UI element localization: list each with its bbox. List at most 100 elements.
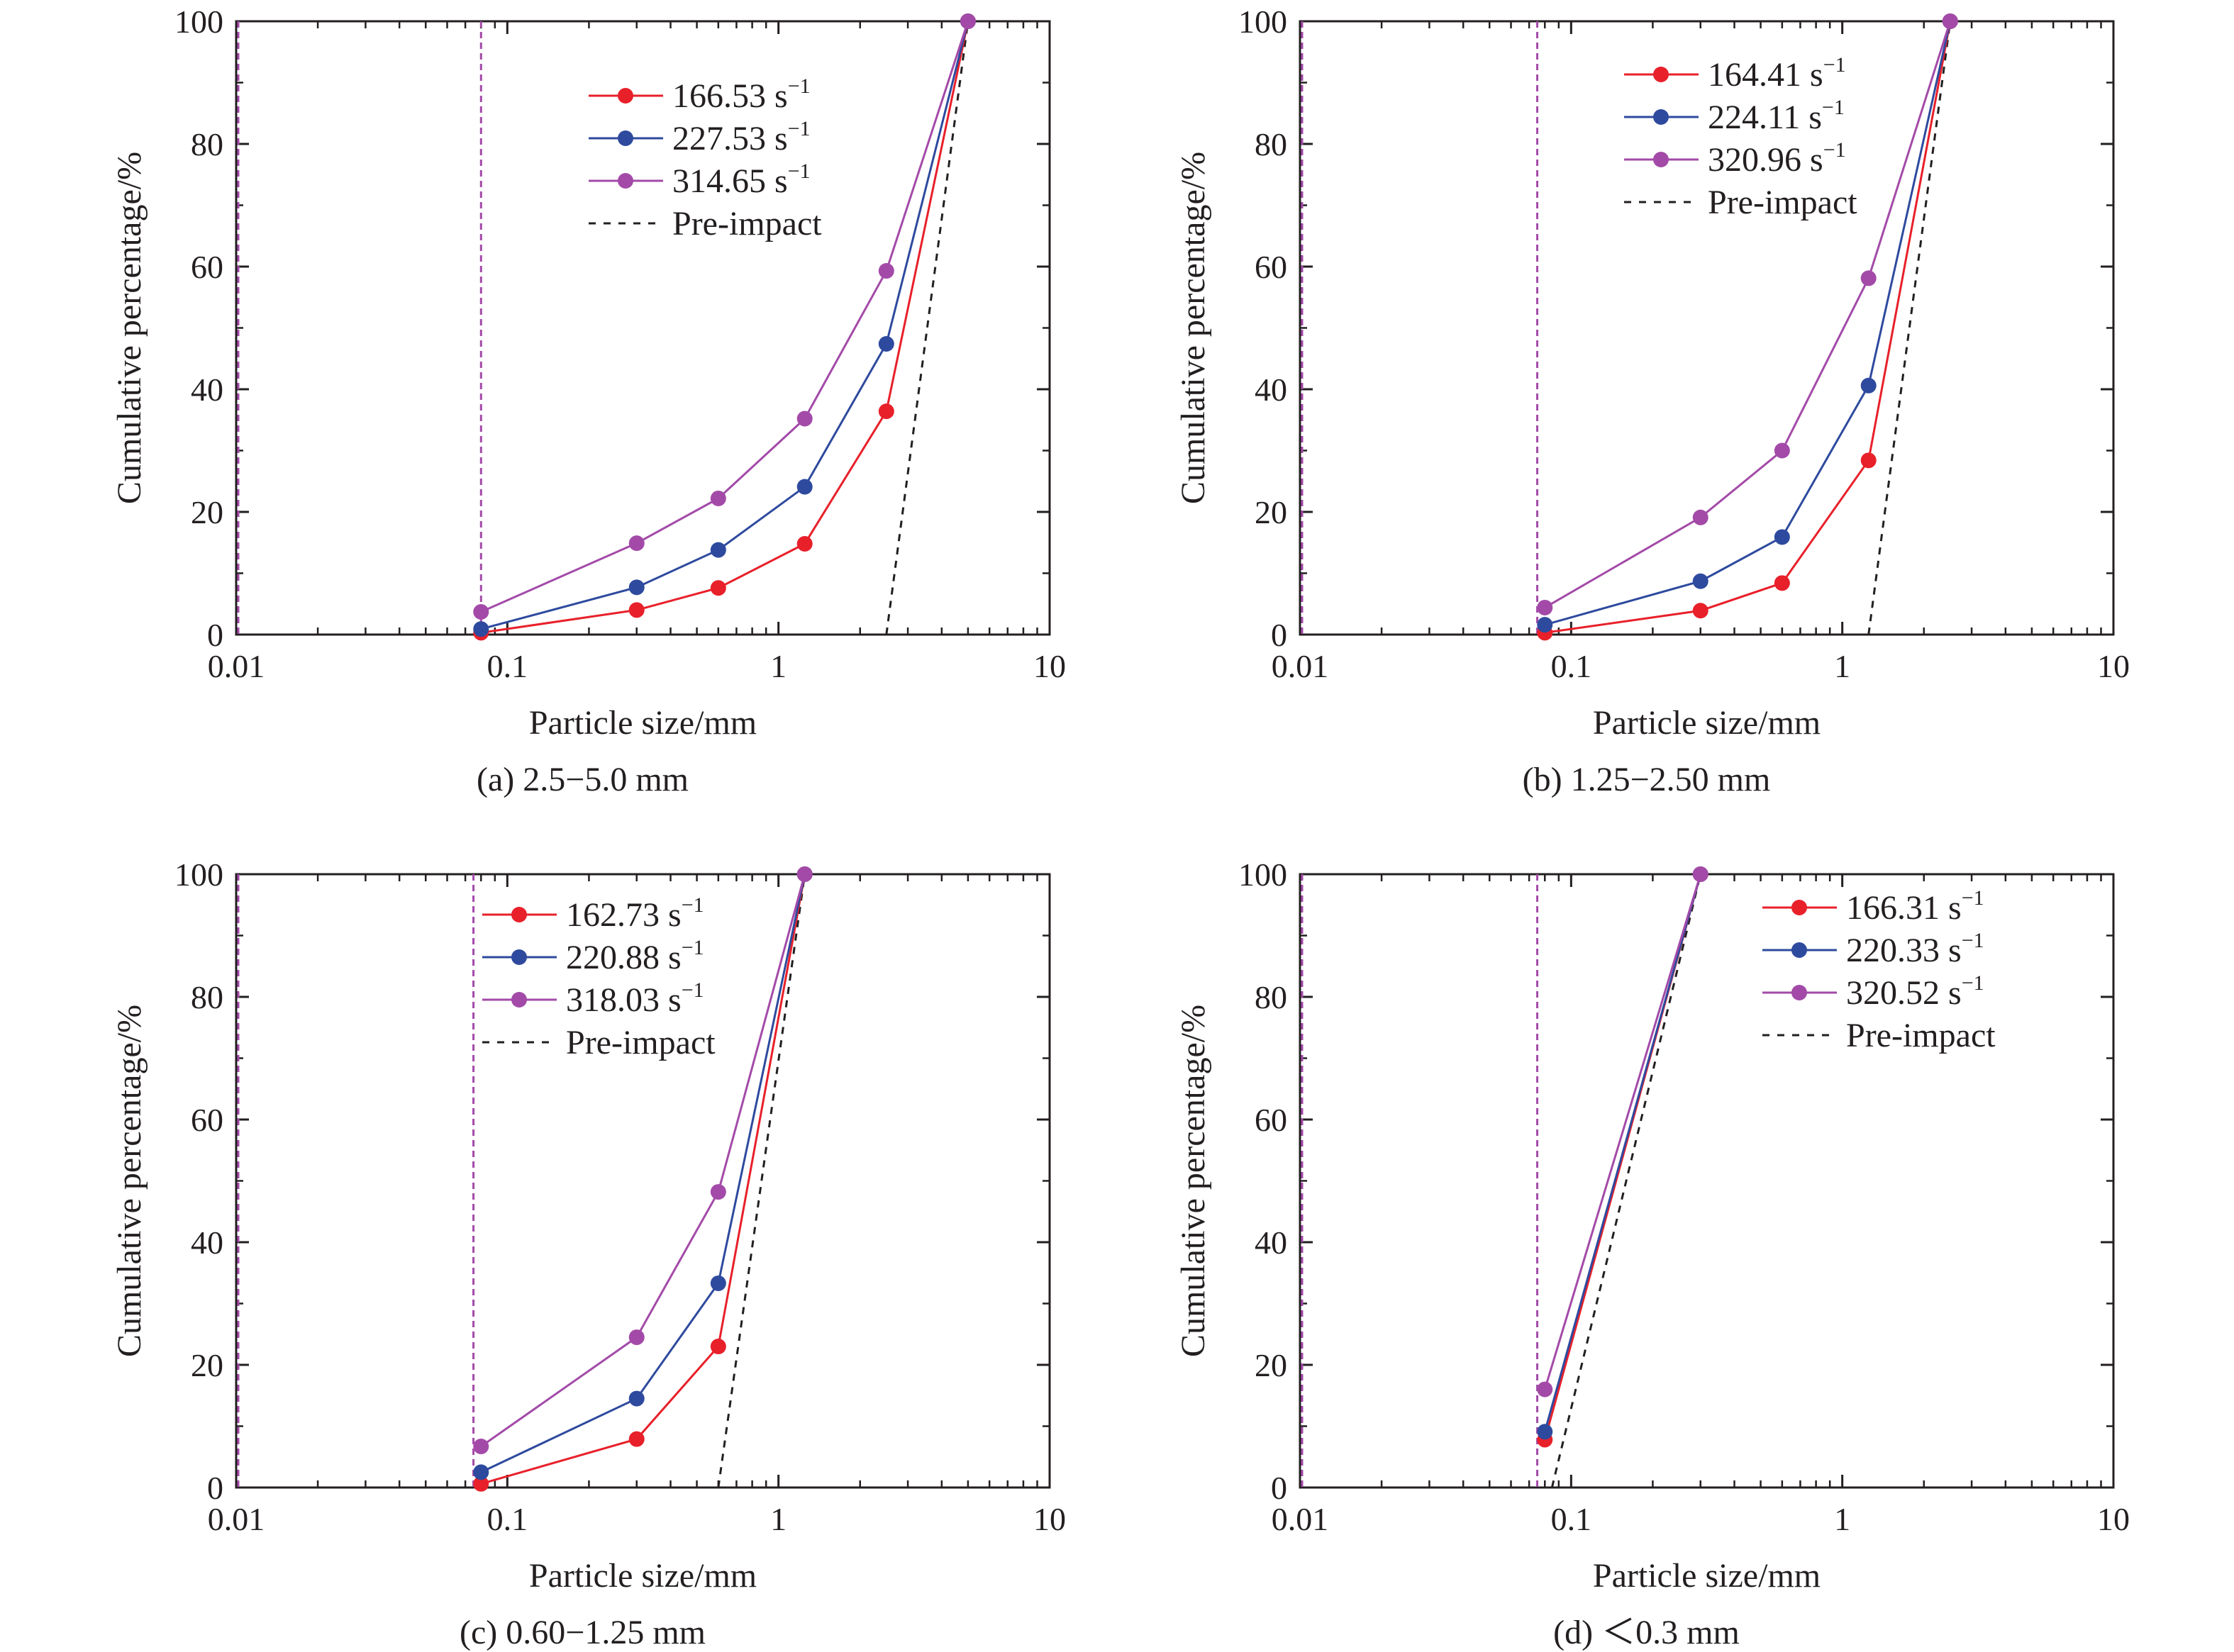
data-point-series-1 — [710, 580, 726, 596]
x-axis-label: Particle size/mm — [1593, 704, 1821, 742]
pre-impact-line — [717, 874, 806, 1488]
legend-label: 164.41 s−1 — [1708, 53, 1846, 94]
legend-label-text: 314.65 s — [672, 162, 788, 200]
data-point-series-3 — [1860, 270, 1877, 286]
y-tick-label: 60 — [191, 249, 223, 285]
legend-label-text: 166.53 s — [672, 77, 788, 115]
data-point-series-2 — [710, 542, 726, 558]
legend-label-superscript: −1 — [788, 74, 811, 98]
data-point-series-3 — [1537, 1381, 1553, 1397]
legend-label: 224.11 s−1 — [1708, 96, 1845, 136]
legend-label-pre-impact: Pre-impact — [566, 1024, 716, 1061]
x-tick-label: 0.1 — [1551, 648, 1592, 684]
legend-marker — [1653, 109, 1669, 125]
x-tick-label: 0.1 — [487, 648, 528, 684]
legend-label-superscript: −1 — [788, 117, 811, 140]
y-tick-label: 100 — [174, 4, 223, 40]
legend-label: 318.03 s−1 — [566, 978, 704, 1019]
data-point-series-1 — [710, 1339, 726, 1355]
x-axis-label: Particle size/mm — [1593, 1557, 1821, 1595]
panel-caption: (b) 1.25−2.50 mm — [1523, 761, 1771, 798]
y-tick-label: 40 — [1255, 372, 1287, 408]
data-point-series-2 — [710, 1275, 726, 1291]
y-tick-label: 80 — [1255, 126, 1287, 162]
legend-label: 220.33 s−1 — [1846, 929, 1984, 969]
x-axis-label: Particle size/mm — [529, 704, 757, 742]
y-tick-label: 60 — [1255, 249, 1287, 285]
legend-label-superscript: −1 — [682, 893, 704, 917]
legend-label-superscript: −1 — [1822, 96, 1845, 119]
y-tick-label: 40 — [191, 1224, 223, 1261]
legend-label-text: 220.88 s — [566, 939, 682, 976]
y-axis-label: Cumulative percentage/% — [111, 152, 148, 504]
y-tick-label: 80 — [191, 979, 223, 1015]
x-axis-label: Particle size/mm — [529, 1557, 757, 1595]
y-tick-label: 0 — [1271, 617, 1287, 653]
legend-label: 162.73 s−1 — [566, 893, 704, 934]
data-point-series-3 — [473, 603, 489, 620]
pre-impact-line — [1867, 21, 1952, 635]
legend-label-text: 227.53 s — [672, 120, 788, 157]
legend-label: 220.88 s−1 — [566, 936, 704, 976]
pre-impact-line — [885, 21, 969, 635]
legend-label: 166.31 s−1 — [1846, 886, 1984, 927]
legend-label: 166.53 s−1 — [672, 74, 811, 115]
x-tick-label: 10 — [1033, 1501, 1066, 1537]
legend-marker — [1791, 942, 1807, 958]
data-point-series-1 — [1774, 575, 1790, 591]
x-tick-label: 10 — [1033, 648, 1066, 684]
series-line-2 — [480, 874, 806, 1473]
data-point-series-3 — [628, 535, 645, 552]
legend-label-text: 162.73 s — [566, 896, 682, 934]
x-tick-label: 1 — [1834, 648, 1850, 684]
x-tick-label: 1 — [770, 648, 787, 684]
data-point-series-3 — [960, 13, 976, 29]
y-tick-label: 100 — [174, 856, 223, 893]
legend-label: 227.53 s−1 — [672, 117, 811, 157]
data-point-series-3 — [1537, 599, 1553, 615]
y-tick-label: 20 — [1255, 494, 1287, 530]
legend-label-pre-impact: Pre-impact — [1708, 184, 1857, 221]
legend-marker — [1791, 900, 1807, 915]
series-line-3 — [480, 21, 969, 613]
legend-label-superscript: −1 — [1962, 971, 1984, 995]
x-tick-label: 0.01 — [208, 648, 265, 684]
data-point-series-3 — [710, 490, 726, 506]
legend-label-superscript: −1 — [1962, 886, 1984, 910]
legend-label-text: 166.31 s — [1846, 889, 1962, 927]
legend-marker — [1653, 152, 1669, 167]
legend-label-superscript: −1 — [682, 978, 704, 1002]
x-tick-label: 10 — [2097, 1501, 2130, 1537]
y-axis-label: Cumulative percentage/% — [111, 1005, 148, 1357]
y-tick-label: 0 — [1271, 1470, 1287, 1506]
legend-label-superscript: −1 — [682, 936, 704, 959]
legend-label-text: 164.41 s — [1708, 56, 1823, 94]
data-point-series-3 — [796, 411, 813, 427]
data-point-series-2 — [473, 1464, 489, 1480]
y-tick-label: 20 — [1255, 1347, 1287, 1383]
x-tick-label: 0.1 — [487, 1501, 528, 1537]
y-tick-label: 60 — [191, 1102, 223, 1138]
x-tick-label: 0.01 — [1272, 648, 1329, 684]
data-point-series-1 — [628, 1431, 645, 1447]
legend-marker — [618, 173, 633, 189]
series-line-3 — [480, 874, 806, 1448]
y-tick-label: 100 — [1238, 856, 1287, 893]
data-point-series-2 — [796, 479, 813, 495]
panel-caption: (a) 2.5−5.0 mm — [477, 761, 689, 798]
y-axis-label: Cumulative percentage/% — [1174, 152, 1212, 504]
data-point-series-2 — [473, 621, 489, 637]
data-point-series-2 — [628, 579, 645, 596]
data-point-series-2 — [628, 1390, 645, 1407]
legend-marker — [511, 949, 527, 965]
legend-marker — [1653, 67, 1669, 82]
data-point-series-1 — [878, 403, 894, 420]
data-point-series-3 — [1942, 13, 1958, 29]
series-line-1 — [481, 21, 969, 634]
legend-marker — [618, 88, 633, 104]
y-tick-label: 0 — [207, 1470, 223, 1506]
